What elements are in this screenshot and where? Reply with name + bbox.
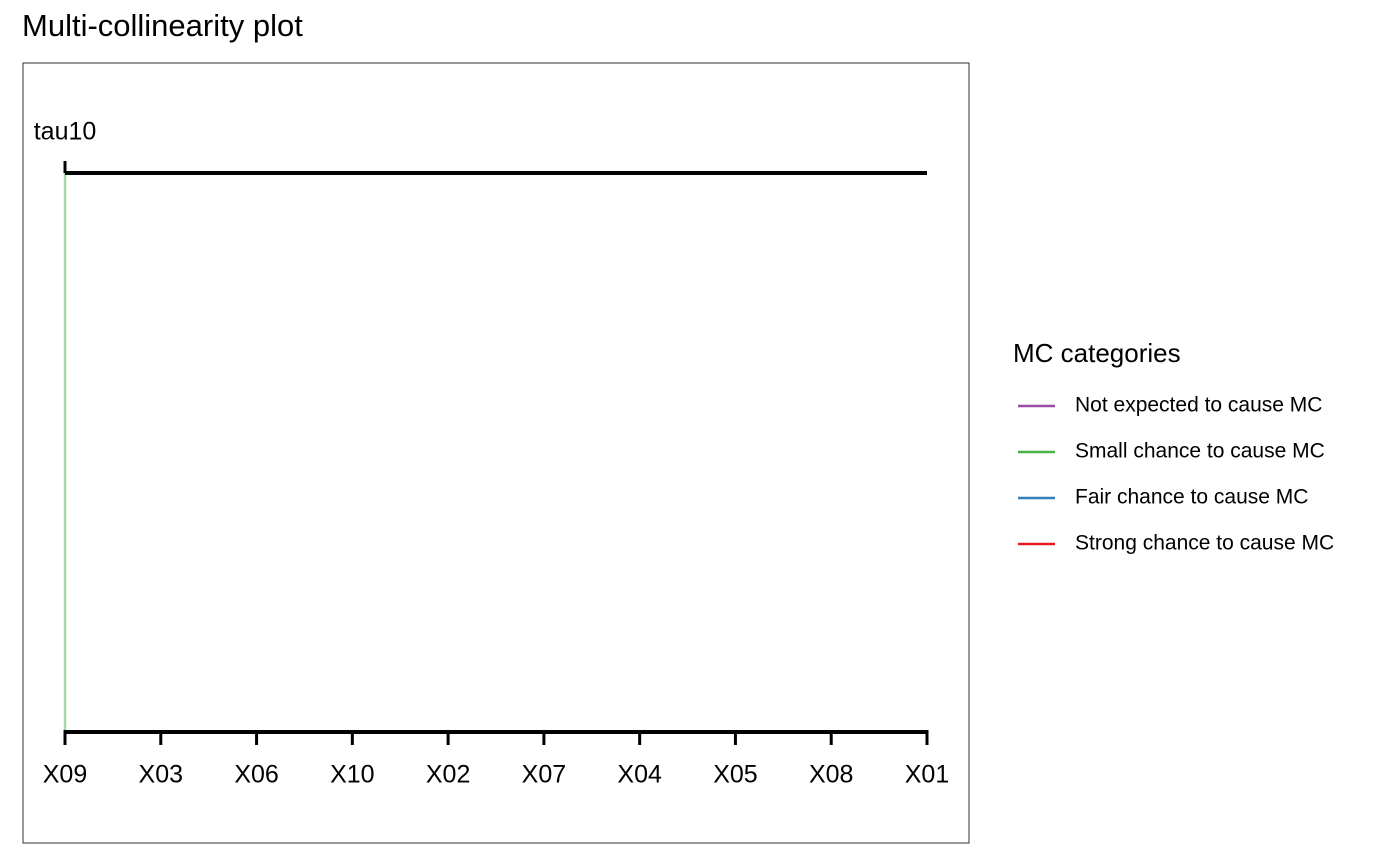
panel-border <box>22 62 970 844</box>
x-tick-label: X10 <box>330 761 374 789</box>
x-tick-label: X03 <box>139 761 183 789</box>
axis-label: tau10 <box>34 118 97 146</box>
x-tick-label: X07 <box>522 761 566 789</box>
chart-title: Multi-collinearity plot <box>22 8 303 43</box>
x-tick-label: X08 <box>809 761 853 789</box>
legend-label: Small chance to cause MC <box>1075 440 1325 463</box>
x-tick-label: X09 <box>43 761 87 789</box>
legend-label: Fair chance to cause MC <box>1075 486 1308 509</box>
x-tick-label: X06 <box>234 761 278 789</box>
x-tick-label: X02 <box>426 761 470 789</box>
x-tick-label: X05 <box>713 761 757 789</box>
legend-label: Not expected to cause MC <box>1075 394 1322 417</box>
legend-label: Strong chance to cause MC <box>1075 532 1334 555</box>
legend-title: MC categories <box>1013 338 1181 368</box>
x-tick-label: X04 <box>617 761 662 789</box>
x-tick-label: X01 <box>905 761 949 789</box>
